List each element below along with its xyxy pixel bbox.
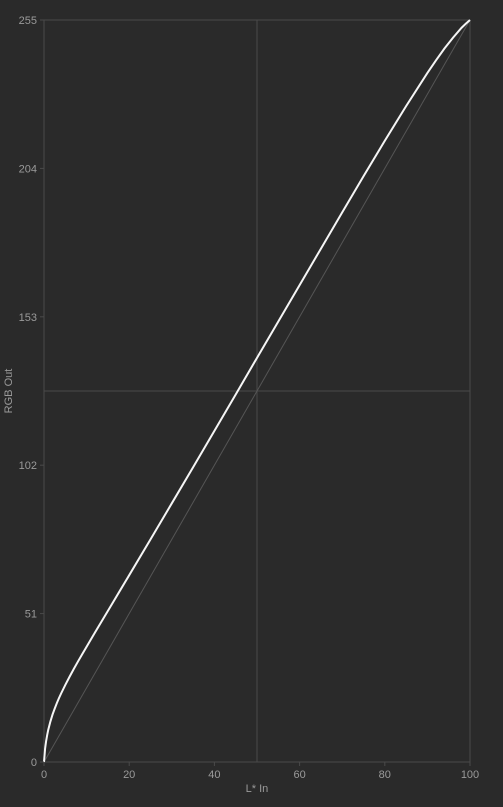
x-tick-label: 20 — [123, 769, 135, 781]
y-tick-label: 255 — [19, 15, 37, 27]
chart-container: 0 20 40 60 80 100 0 51 102 153 204 255 L* In RGB Out — [0, 0, 503, 807]
y-tick-label: 0 — [31, 757, 37, 769]
y-tick-label: 51 — [25, 609, 37, 621]
x-tick-label: 60 — [293, 769, 305, 781]
chart-svg: 0 20 40 60 80 100 0 51 102 153 204 255 L* In RGB Out — [0, 0, 503, 807]
x-axis-label: L* In — [246, 783, 269, 795]
x-tick-label: 100 — [461, 769, 479, 781]
x-tick-label: 80 — [379, 769, 391, 781]
y-tick-label: 204 — [19, 163, 37, 175]
y-axis-label: RGB Out — [3, 369, 15, 414]
x-tick-label: 0 — [41, 769, 47, 781]
y-tick-label: 102 — [19, 460, 37, 472]
y-tick-label: 153 — [19, 312, 37, 324]
x-tick-label: 40 — [208, 769, 220, 781]
